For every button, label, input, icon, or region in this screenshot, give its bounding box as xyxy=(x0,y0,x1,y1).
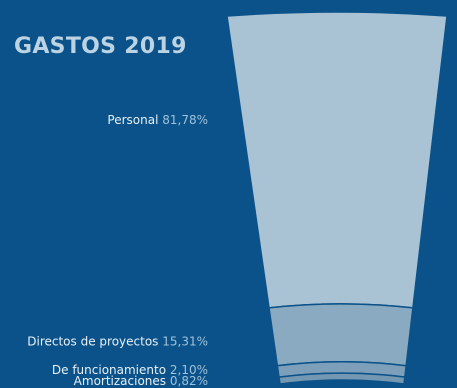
segment-name: Directos de proyectos xyxy=(27,334,162,348)
funnel-segment-4 xyxy=(278,372,406,385)
segment-percent: 0,82% xyxy=(170,374,208,388)
segment-percent: 15,31% xyxy=(162,334,208,348)
segment-name: De funcionamiento xyxy=(52,363,170,377)
segment-label-4: Amortizaciones 0,82% xyxy=(74,374,208,388)
segment-name: Personal xyxy=(107,113,162,127)
segment-percent: 81,78% xyxy=(162,113,208,127)
segment-label-1: Personal 81,78% xyxy=(107,113,208,127)
segment-name: Amortizaciones xyxy=(74,374,170,388)
page-title: GASTOS 2019 xyxy=(14,34,187,59)
funnel-segment-2 xyxy=(268,303,414,367)
segment-percent: 2,10% xyxy=(170,363,208,377)
segment-label-2: Directos de proyectos 15,31% xyxy=(27,334,208,348)
segment-label-3: De funcionamiento 2,10% xyxy=(52,363,208,377)
funnel-segment-1 xyxy=(226,11,448,309)
